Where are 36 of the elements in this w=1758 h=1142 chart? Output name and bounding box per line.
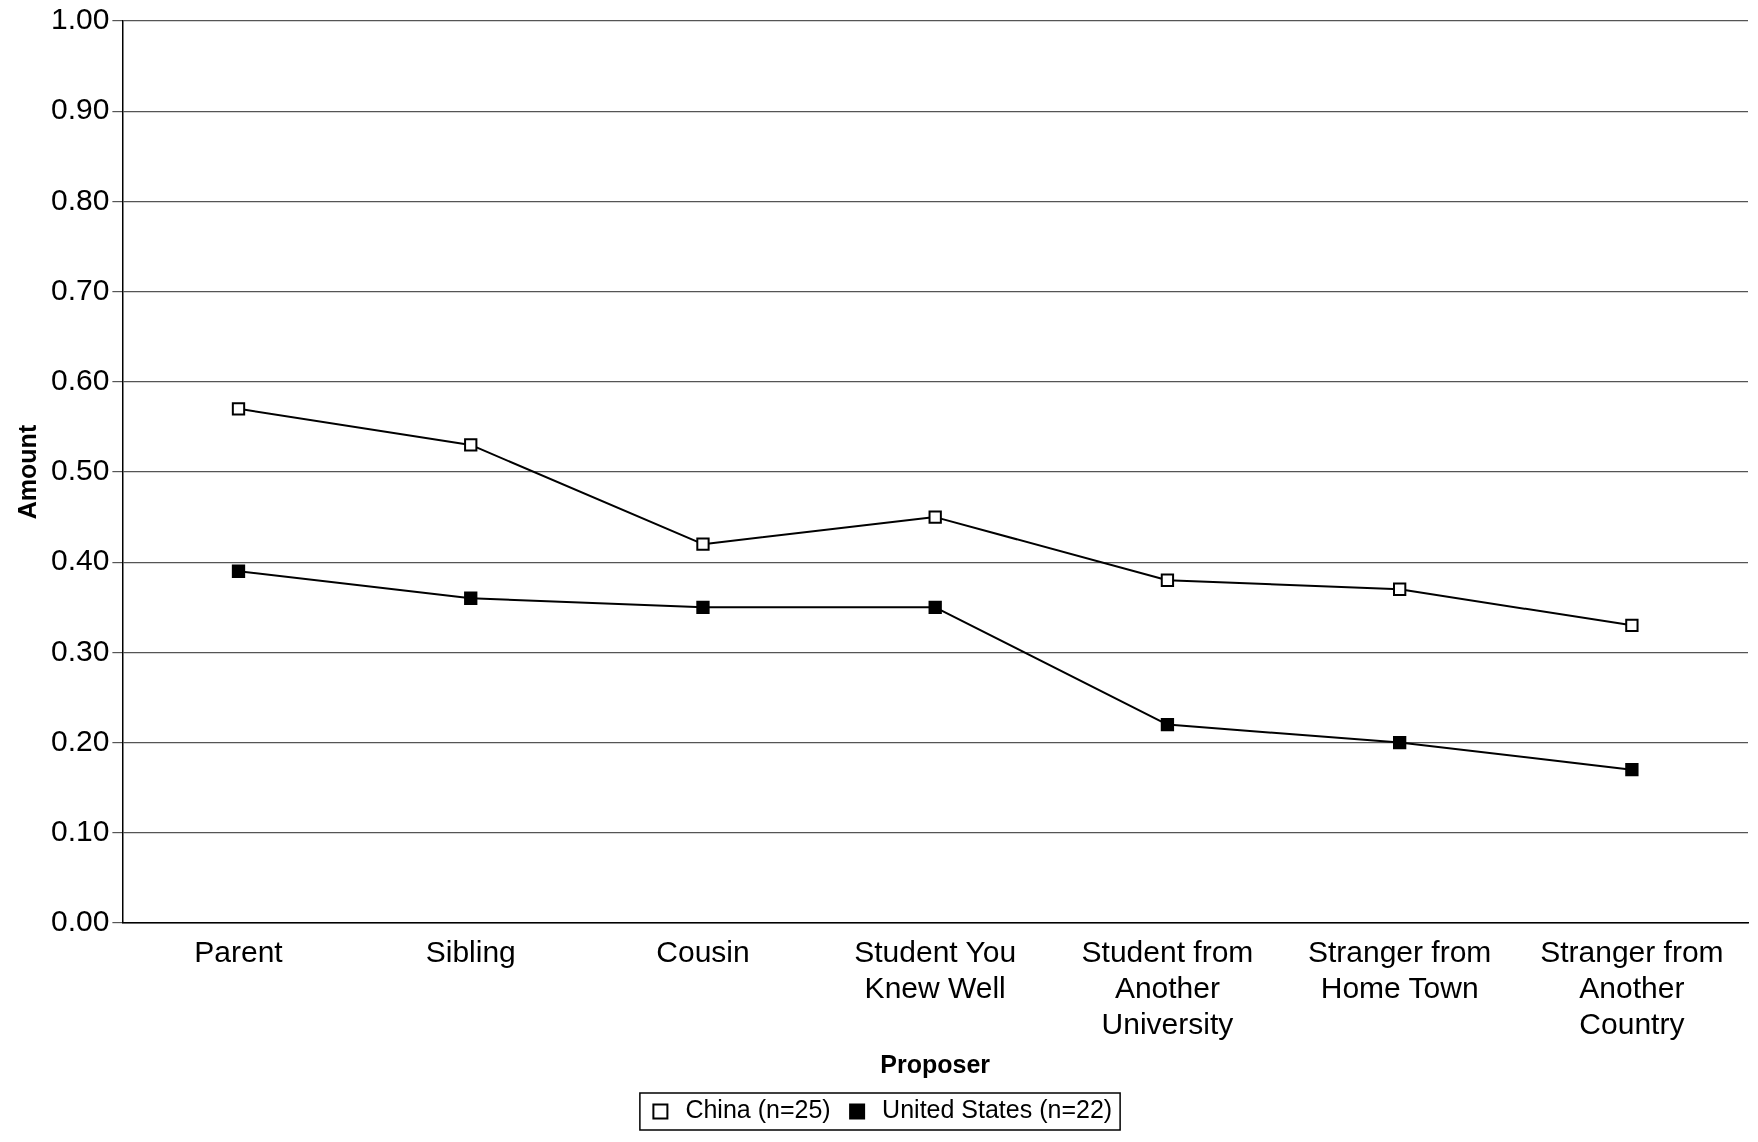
- point: [231, 564, 246, 578]
- x-axis-title: Proposer: [880, 1049, 991, 1078]
- y-axis-title: Amount: [12, 424, 41, 520]
- y-tick-label: 0.00: [51, 904, 110, 938]
- y-tick-label: 0.10: [51, 814, 110, 848]
- y-tick-label: 1.00: [51, 2, 110, 36]
- point: [1160, 573, 1175, 587]
- y-tick-label: 0.20: [51, 723, 110, 757]
- point: [696, 600, 710, 614]
- y-tick-label: 0.60: [51, 363, 110, 397]
- point: [696, 537, 710, 551]
- x-tick-label: Student from Another University: [1081, 935, 1254, 1041]
- y-tick-label: 0.50: [51, 453, 110, 487]
- legend-label: China (n=25): [685, 1095, 831, 1124]
- x-tick-label: Student You Knew Well: [854, 935, 1017, 1005]
- point: [1625, 763, 1639, 777]
- x-tick-label: Stranger from Home Town: [1307, 935, 1492, 1005]
- x-tick-label: Parent: [194, 935, 284, 969]
- point: [928, 600, 942, 614]
- y-tick-label: 0.80: [51, 182, 110, 216]
- point: [464, 591, 478, 605]
- point: [1393, 735, 1407, 750]
- x-tick-label: Cousin: [656, 935, 750, 969]
- x-tick-label: Stranger from Another Country: [1540, 935, 1724, 1041]
- point: [1393, 582, 1407, 596]
- point: [1160, 717, 1175, 732]
- y-tick-label: 0.30: [51, 633, 110, 667]
- y-tick-label: 0.90: [51, 92, 110, 126]
- x-tick-label: Sibling: [425, 935, 516, 969]
- point: [464, 438, 478, 452]
- legend-label: United States (n=22): [882, 1095, 1113, 1124]
- point: [231, 402, 246, 416]
- point: [928, 510, 942, 524]
- y-tick-label: 0.40: [51, 543, 110, 577]
- y-tick-label: 0.70: [51, 272, 110, 306]
- point: [1625, 618, 1639, 632]
